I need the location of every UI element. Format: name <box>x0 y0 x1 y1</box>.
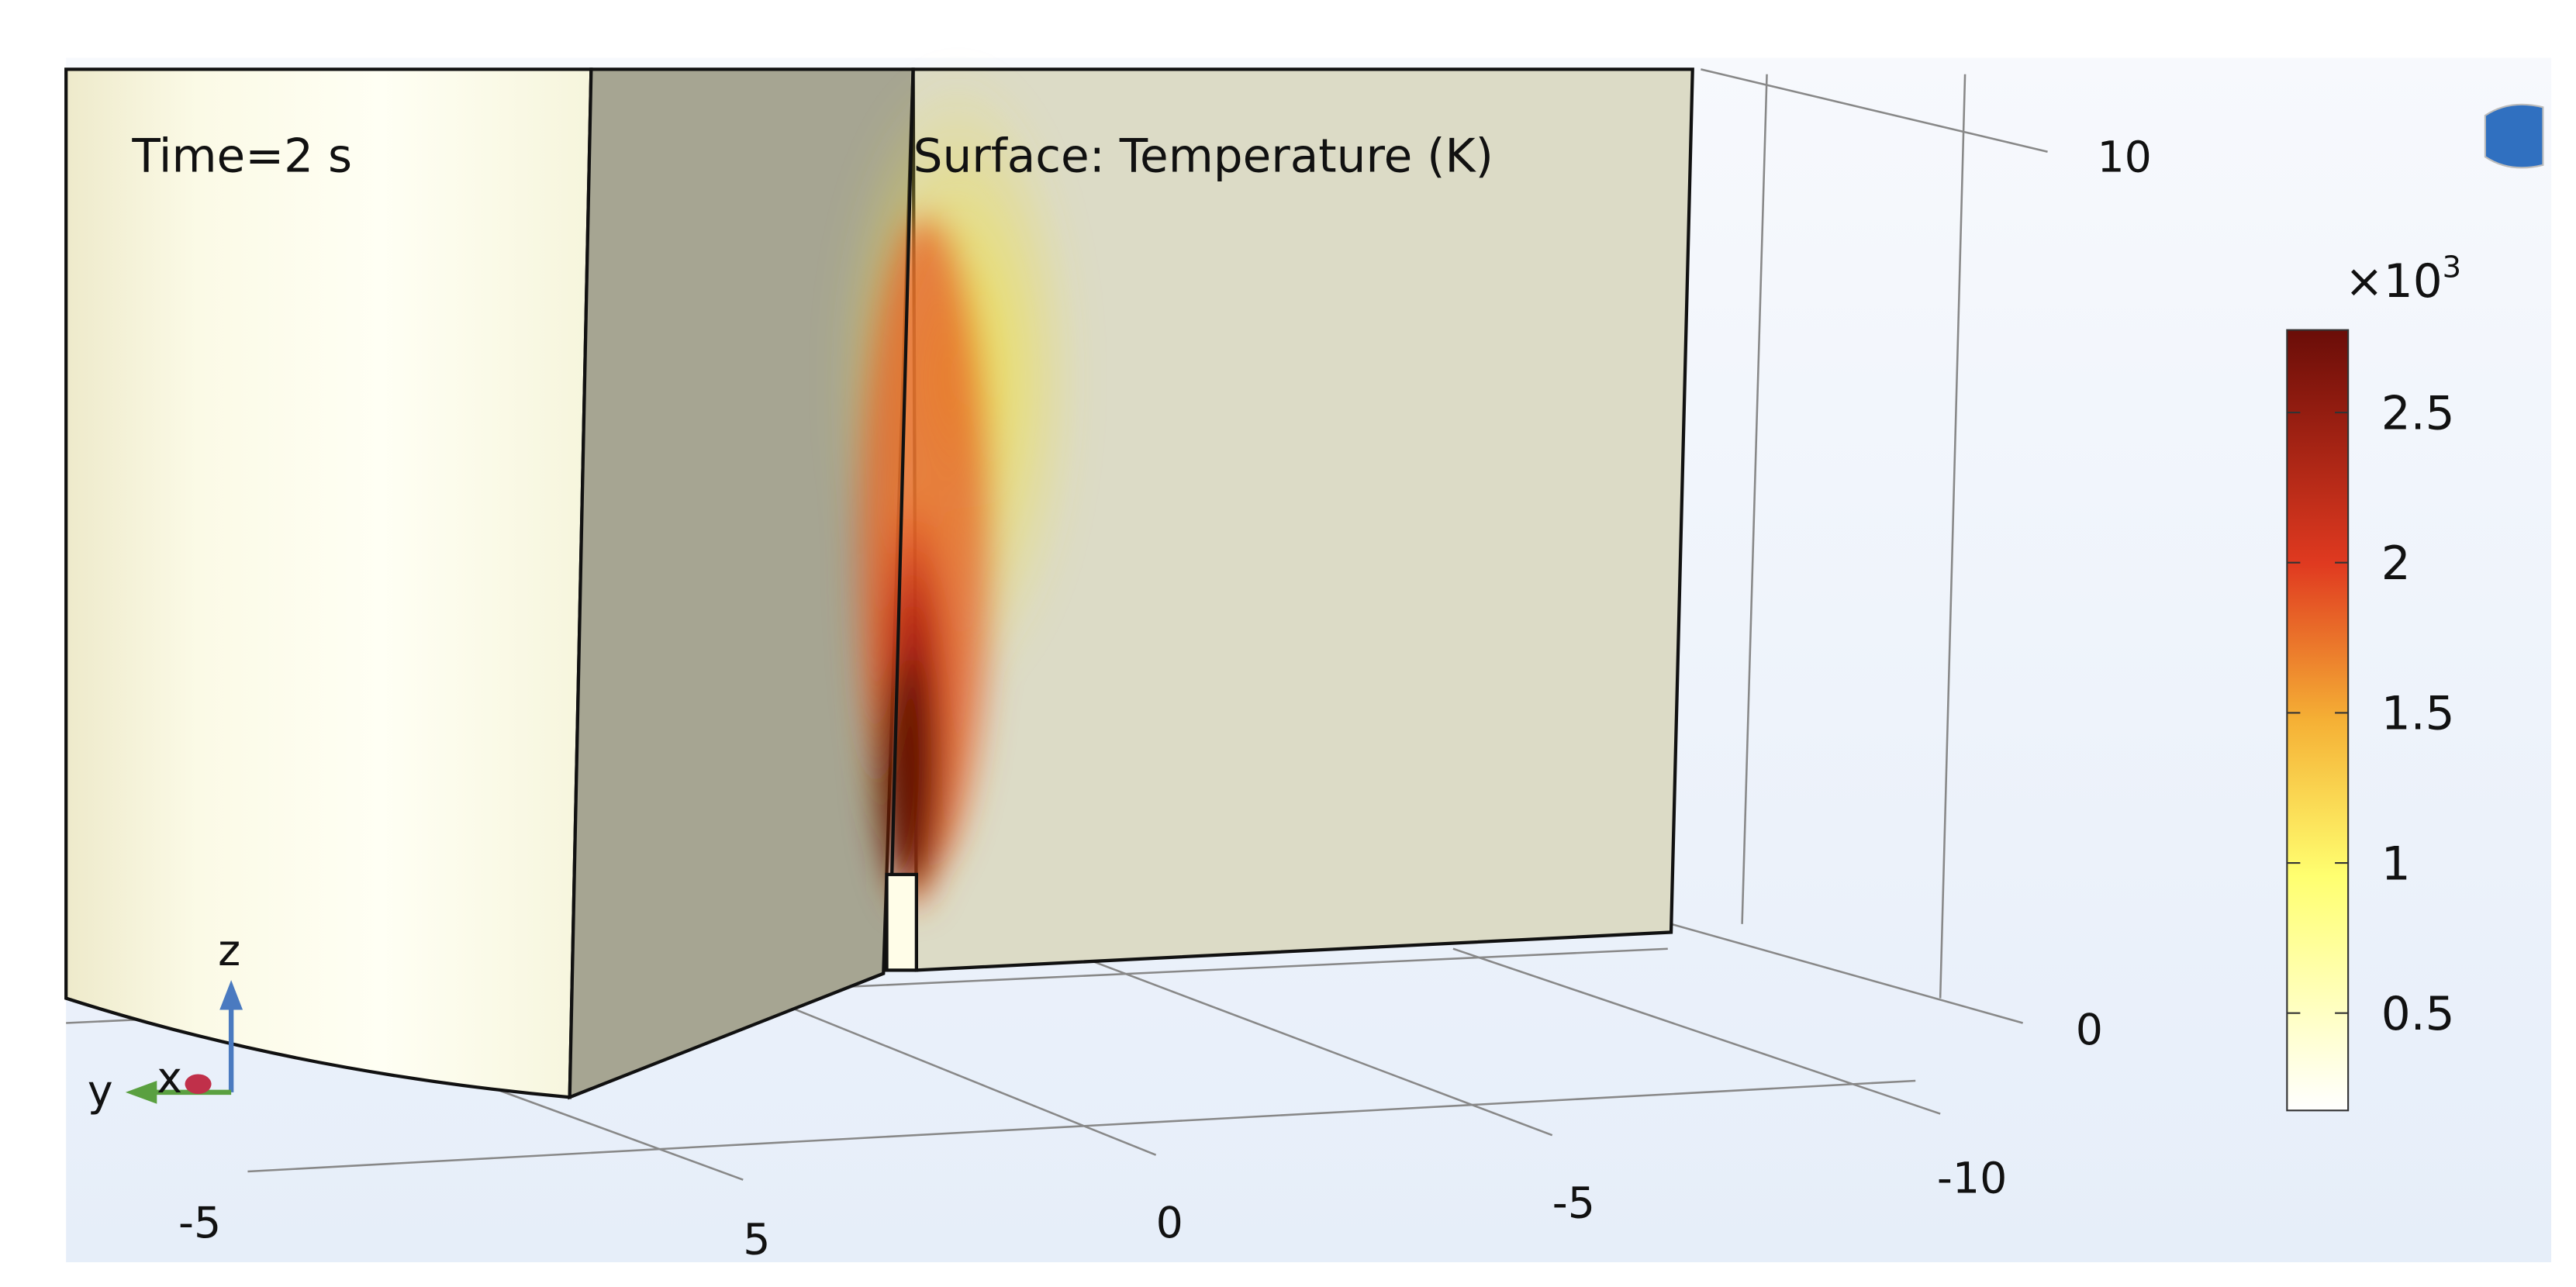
x-tick-label: -5 <box>1552 1179 1595 1229</box>
colorbar-tick-label: 1.5 <box>2381 688 2455 741</box>
colorbar-tick-label: 2.5 <box>2381 387 2455 440</box>
triad-label: y <box>88 1067 113 1116</box>
colorbar-tick-label: 1 <box>2381 837 2411 891</box>
colorbar-tick-label: 0.5 <box>2381 988 2455 1041</box>
triad-label: x <box>157 1054 182 1103</box>
x-tick-label: 5 <box>743 1215 770 1265</box>
edge <box>889 69 915 883</box>
expression-label: Surface: Temperature (K) <box>913 129 1493 183</box>
colorbar <box>2286 329 2350 1112</box>
colorbar-ticks: 2.5 2 1.5 1 0.5 <box>2287 387 2455 1041</box>
axis-grid <box>66 68 2048 1181</box>
heat-source <box>885 872 918 972</box>
view-icon[interactable] <box>2484 103 2544 169</box>
x-tick-label: -10 <box>1937 1154 2007 1204</box>
colorbar-multiplier: ×103 <box>2345 250 2461 309</box>
z-tick-label: 0 <box>2076 1006 2103 1055</box>
triad-label: z <box>218 926 240 976</box>
z-tick-label: 10 <box>2097 133 2151 182</box>
time-label: Time=2 s <box>131 129 352 183</box>
axis-triad: z x y <box>88 926 243 1116</box>
side-face <box>568 67 915 1100</box>
colorbar-tick-label: 2 <box>2381 537 2411 591</box>
x-tick-label: -5 <box>178 1199 221 1248</box>
cylinder-face <box>64 67 593 1099</box>
x-tick-label: 0 <box>1156 1199 1183 1248</box>
